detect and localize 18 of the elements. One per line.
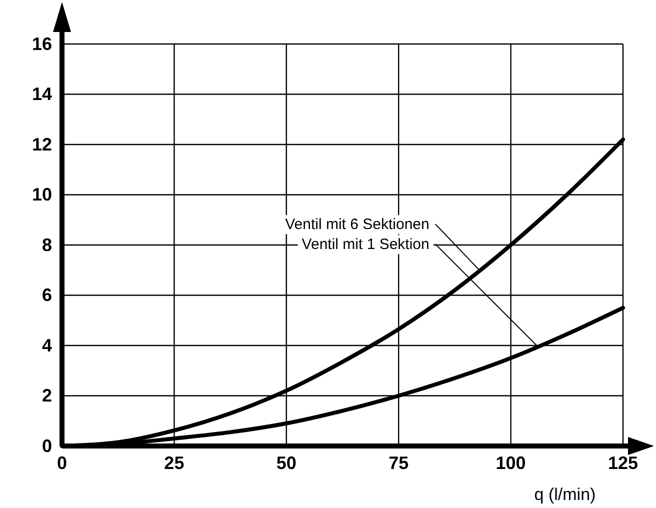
x-tick-label: 100 — [496, 452, 526, 473]
y-tick-label: 6 — [42, 285, 52, 306]
y-tick-label: 16 — [32, 34, 52, 54]
x-tick-label: 125 — [608, 452, 638, 473]
y-tick-label: 4 — [42, 335, 52, 356]
x-tick-label: 0 — [56, 452, 68, 473]
y-tick-label: 8 — [42, 234, 52, 255]
annotation: Ventil mit 1 Sektion — [302, 236, 430, 254]
y-tick-label: 12 — [32, 134, 52, 154]
y-tick-label: 14 — [32, 84, 52, 104]
x-axis-title: q (l/min) — [534, 485, 596, 504]
y-tick-label: 10 — [32, 184, 52, 205]
annotation: Ventil mit 6 Sektionen — [285, 216, 430, 234]
x-tick-label: 25 — [164, 452, 184, 473]
y-tick-label: 0 — [42, 436, 52, 456]
x-tick-label: 75 — [388, 452, 409, 473]
x-tick-label: 50 — [276, 452, 296, 473]
y-tick-label: 2 — [42, 386, 52, 406]
